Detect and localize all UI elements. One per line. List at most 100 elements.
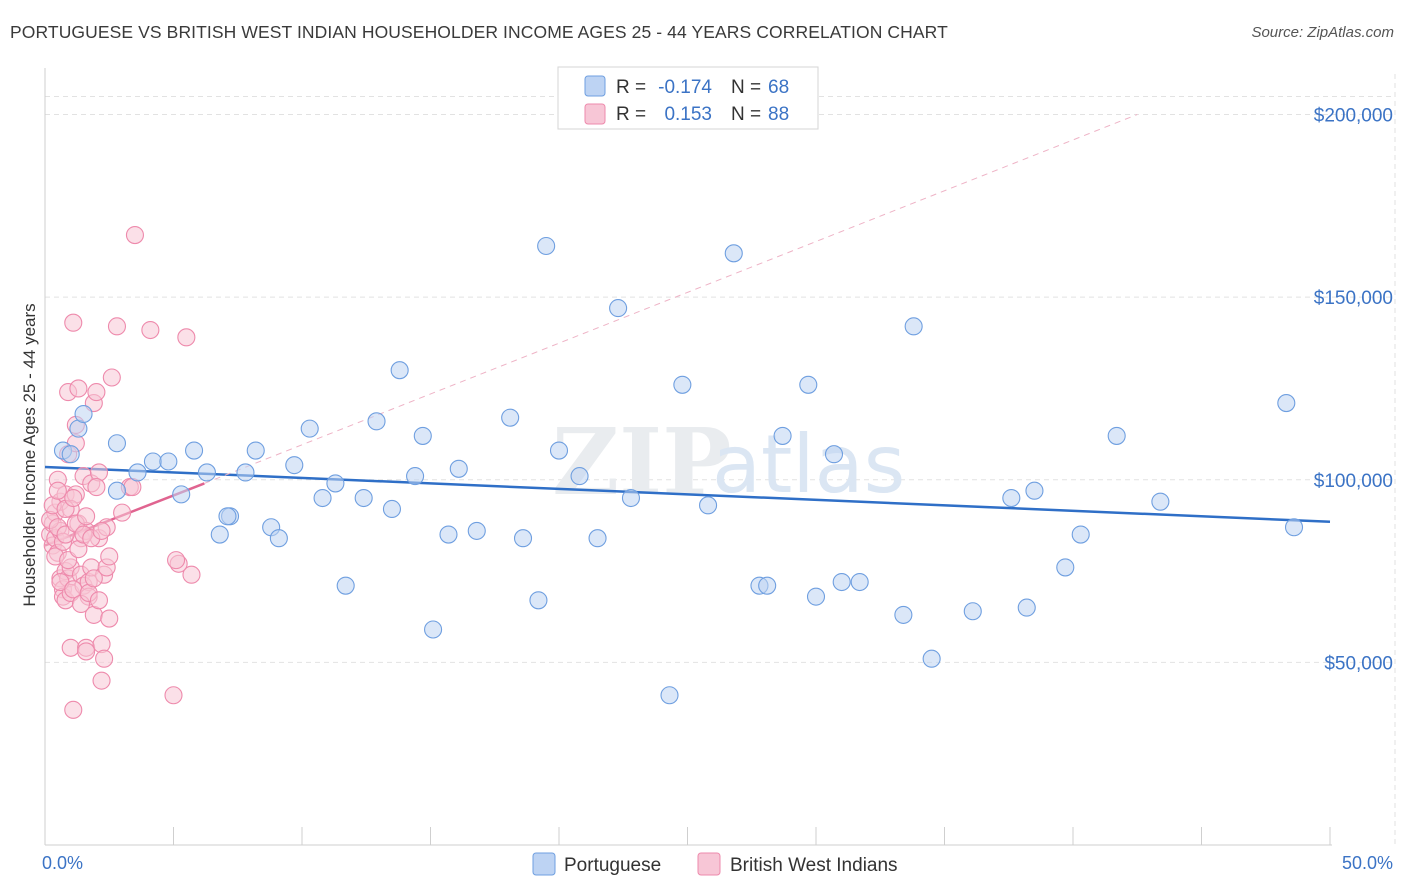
legend-swatch-portuguese [584, 75, 606, 97]
series-legend-label-bwi: British West Indians [730, 855, 898, 876]
point-portuguese-8 [172, 485, 191, 504]
point-portuguese-57 [1002, 488, 1021, 508]
point-portuguese-14 [246, 441, 265, 460]
point-portuguese-4 [107, 481, 127, 500]
trend-line-portuguese-0 [44, 465, 1331, 524]
point-portuguese-18 [300, 419, 319, 438]
point-bwi-47 [100, 609, 119, 628]
point-portuguese-59 [1025, 481, 1044, 500]
point-portuguese-65 [1284, 518, 1304, 537]
trend-line-bwi-2 [204, 114, 1138, 484]
point-portuguese-63 [1151, 492, 1170, 511]
series-legend-swatch-bwi [697, 852, 721, 876]
point-bwi-54 [164, 686, 183, 705]
point-portuguese-13 [236, 463, 255, 482]
point-portuguese-7 [159, 452, 178, 471]
point-portuguese-58 [1017, 598, 1036, 617]
point-bwi-50 [113, 503, 132, 522]
legend-r-label-bwi: R = [616, 104, 646, 125]
point-portuguese-3 [107, 434, 127, 453]
point-bwi-20 [61, 638, 80, 657]
point-portuguese-9 [185, 441, 204, 460]
point-portuguese-55 [922, 649, 941, 668]
point-portuguese-10 [197, 463, 216, 482]
point-portuguese-32 [501, 408, 520, 427]
point-bwi-75 [84, 569, 103, 588]
point-bwi-86 [167, 551, 186, 570]
point-portuguese-64 [1277, 394, 1296, 413]
series-legend-swatch-portuguese [532, 852, 556, 876]
y-tick-label-2: $150,000 [1314, 288, 1393, 309]
point-portuguese-53 [894, 605, 913, 624]
point-portuguese-34 [529, 591, 548, 610]
point-portuguese-38 [588, 529, 607, 548]
point-portuguese-22 [354, 488, 373, 508]
point-bwi-26 [69, 379, 88, 398]
point-portuguese-17 [285, 456, 304, 475]
point-portuguese-36 [549, 441, 569, 460]
point-portuguese-51 [832, 572, 851, 592]
point-bwi-21 [64, 700, 83, 719]
point-portuguese-25 [390, 361, 409, 380]
point-portuguese-44 [724, 244, 743, 263]
point-bwi-76 [87, 478, 106, 497]
series-legend-label-portuguese: Portuguese [564, 855, 661, 876]
point-portuguese-40 [621, 488, 641, 508]
point-bwi-77 [89, 591, 109, 610]
point-bwi-40 [87, 383, 106, 402]
point-portuguese-2 [74, 404, 93, 424]
point-bwi-78 [92, 521, 111, 540]
legend-n-value-portuguese: 68 [768, 77, 789, 98]
point-portuguese-21 [336, 576, 355, 595]
point-portuguese-5 [128, 463, 147, 482]
series-legend: Portuguese British West Indians [532, 852, 898, 876]
source-credit: Source: ZipAtlas.com [1251, 24, 1394, 41]
legend-n-label-portuguese: N = [731, 77, 761, 98]
axes [44, 68, 1332, 846]
point-bwi-82 [48, 481, 67, 500]
point-portuguese-20 [326, 474, 345, 493]
point-portuguese-19 [313, 488, 332, 508]
point-bwi-81 [100, 547, 119, 566]
point-bwi-72 [77, 507, 96, 526]
point-bwi-84 [64, 488, 83, 508]
point-bwi-56 [177, 328, 196, 347]
point-bwi-52 [125, 226, 144, 245]
point-portuguese-31 [467, 521, 486, 540]
point-bwi-22 [64, 313, 83, 332]
legend-r-value-bwi: 0.153 [664, 104, 712, 125]
point-portuguese-49 [806, 587, 826, 606]
y-tick-label-3: $200,000 [1314, 106, 1393, 127]
point-portuguese-28 [424, 620, 443, 639]
y-tick-label-1: $100,000 [1314, 471, 1393, 492]
point-portuguese-24 [382, 499, 402, 519]
point-bwi-53 [141, 320, 160, 340]
point-portuguese-43 [699, 496, 718, 515]
point-portuguese-46 [758, 576, 777, 595]
point-portuguese-67 [61, 445, 80, 464]
point-portuguese-33 [513, 529, 533, 548]
gridlines [45, 74, 1396, 845]
legend-r-label-portuguese: R = [616, 77, 646, 98]
point-bwi-48 [102, 368, 121, 387]
point-portuguese-29 [439, 525, 458, 544]
data-points [41, 226, 1304, 719]
point-portuguese-26 [406, 467, 425, 486]
point-portuguese-23 [367, 412, 386, 431]
point-portuguese-56 [963, 602, 982, 621]
point-portuguese-27 [413, 426, 432, 445]
legend-r-value-portuguese: -0.174 [658, 77, 712, 98]
y-tick-label-0: $50,000 [1324, 653, 1393, 674]
point-portuguese-30 [449, 459, 468, 478]
point-portuguese-48 [799, 375, 818, 394]
x-tick-label-max: 50.0% [1342, 853, 1393, 873]
point-portuguese-35 [537, 236, 556, 256]
legend-n-label-bwi: N = [731, 104, 761, 125]
point-portuguese-54 [904, 317, 923, 336]
point-portuguese-50 [824, 445, 844, 464]
tick-labels: $50,000 $100,000 $150,000 $200,000 0.0% 50.0% [42, 106, 1393, 873]
watermark: ZIP atlas [552, 408, 905, 516]
point-portuguese-41 [660, 686, 679, 705]
point-portuguese-39 [609, 299, 628, 318]
